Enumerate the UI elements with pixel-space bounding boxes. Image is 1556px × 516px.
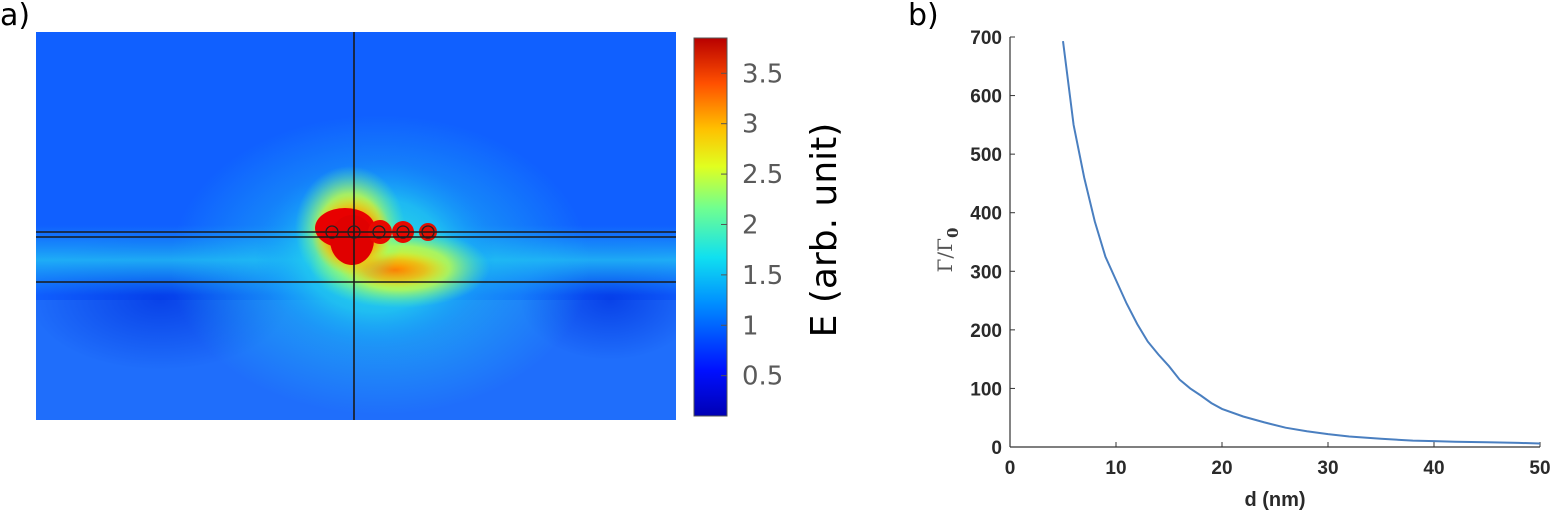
colorbar-tick-label: 1.5 [742, 261, 783, 291]
field-heatmap [36, 32, 676, 420]
svg-text:Γ/Γ0: Γ/Γ0 [933, 228, 962, 273]
y-tick-label: 700 [970, 28, 1002, 49]
panel-label-a: a) [0, 0, 31, 33]
y-tick-label: 600 [970, 87, 1002, 108]
colorbar-tick-label: 1 [742, 311, 759, 341]
y-axis-label: Γ/Γ0 [933, 228, 962, 273]
nanoparticle-outlines [325, 225, 435, 239]
x-tick-label: 50 [1529, 458, 1550, 479]
line-plot: 0 10 20 30 40 50 0 100 200 300 400 500 600 700 d (nm… [933, 28, 1551, 511]
x-tick-label: 30 [1317, 458, 1338, 479]
x-tick-label: 40 [1423, 458, 1444, 479]
panel-label-b: b) [908, 0, 939, 33]
colorbar-tick-label: 3.5 [742, 59, 783, 89]
y-tick-label: 300 [970, 262, 1002, 283]
plot-axes [1009, 37, 1540, 448]
y-tick-label: 100 [970, 379, 1002, 400]
y-axis-label-sub: 0 [944, 228, 962, 238]
colorbar-ticks: 0.5 1 1.5 2 2.5 3 3.5 [721, 59, 783, 392]
y-tick-label: 400 [970, 204, 1002, 225]
colorbar-tick-label: 3 [742, 110, 759, 140]
colorbar-tick-label: 0.5 [742, 362, 783, 392]
y-axis-ticks: 0 100 200 300 400 500 600 700 [970, 28, 1015, 459]
x-tick-label: 0 [1005, 458, 1016, 479]
y-tick-label: 500 [970, 145, 1002, 166]
y-tick-label: 200 [970, 321, 1002, 342]
colorbar-title: E (arb. unit) [804, 123, 845, 338]
y-tick-label: 0 [991, 438, 1002, 459]
colorbar-tick-label: 2 [742, 210, 759, 240]
x-axis-ticks: 0 10 20 30 40 50 [1005, 442, 1551, 479]
x-tick-label: 20 [1211, 458, 1232, 479]
colorbar-tick-label: 2.5 [742, 160, 783, 190]
y-axis-label-main: Γ/Γ [933, 238, 957, 273]
x-axis-label: d (nm) [1244, 489, 1305, 511]
series-line [1062, 40, 1541, 445]
colorbar [693, 37, 728, 417]
x-tick-label: 10 [1105, 458, 1126, 479]
